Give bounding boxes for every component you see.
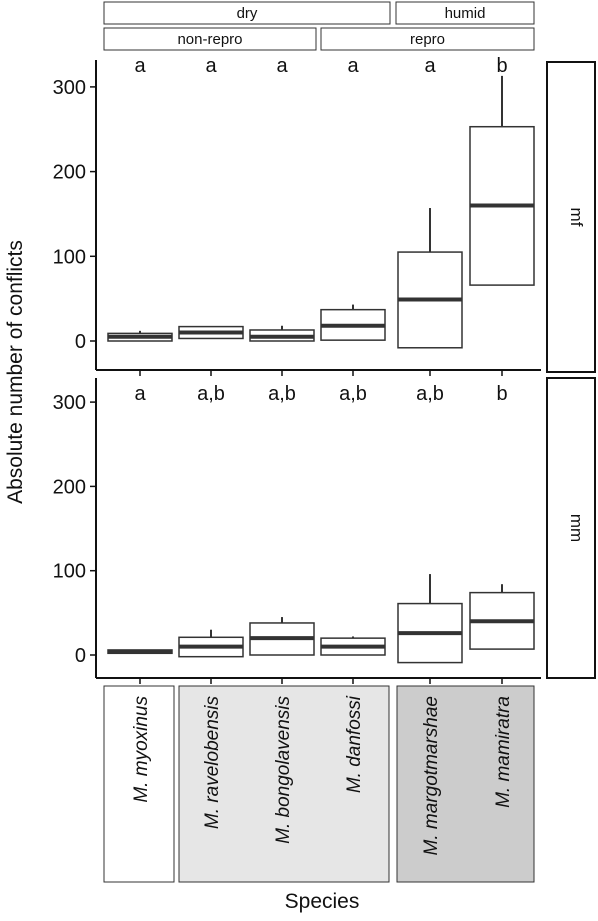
significance-letter: b: [496, 383, 507, 405]
box-m-danfossi: a: [320, 55, 386, 341]
y-tick-label: 300: [53, 392, 86, 414]
significance-letter: b: [496, 55, 507, 77]
panel-mm: 0 100 200 300 a a,b a,b a,b a,b b mm: [53, 377, 596, 684]
species-label: M. margotmarshae: [421, 696, 442, 855]
panel-strip-mm-label: mm: [567, 514, 586, 542]
box-m-myoxinus: a: [107, 383, 173, 655]
species-label: M. ravelobensis: [202, 696, 223, 830]
significance-letter: a,b: [197, 383, 225, 405]
y-axis-title: Absolute number of conflicts: [4, 240, 27, 504]
significance-letter: a: [276, 55, 288, 77]
significance-letter: a,b: [268, 383, 296, 405]
species-label: M. bongolavensis: [273, 696, 294, 844]
y-tick-label: 200: [53, 476, 86, 498]
box-m-mamiratra: b: [469, 55, 535, 286]
habitat-strip-humid-label: humid: [445, 5, 486, 22]
repro-strip-non-repro-label: non-repro: [177, 31, 242, 48]
y-tick-label: 200: [53, 162, 86, 184]
x-axis-title: Species: [285, 890, 360, 913]
significance-letter: a,b: [339, 383, 367, 405]
habitat-strip-humid-box: [395, 1, 535, 25]
y-tick-label: 100: [53, 246, 86, 268]
repro-strip-repro-box: [320, 27, 535, 51]
box-m-bongolavensis: a: [249, 55, 315, 342]
significance-letter: a,b: [416, 383, 444, 405]
habitat-strip-dry-label: dry: [237, 5, 258, 22]
box-m-bongolavensis: a,b: [249, 383, 315, 656]
significance-letter: a: [134, 383, 146, 405]
facet-strips: dry humid non-repro repro: [103, 1, 535, 51]
significance-letter: a: [347, 55, 359, 77]
y-tick-label: 0: [75, 645, 86, 667]
species-group-box: [178, 685, 390, 883]
box-m-mamiratra: b: [469, 383, 535, 650]
y-tick-label: 300: [53, 77, 86, 99]
habitat-strip-dry-box: [103, 1, 391, 25]
box-m-margotmarshae: a: [397, 55, 463, 349]
species-label: M. myoxinus: [131, 696, 152, 803]
significance-letter: a: [134, 55, 146, 77]
species-group-box: [396, 685, 535, 883]
species-label: M. danfossi: [344, 695, 365, 793]
significance-letter: a: [424, 55, 436, 77]
box-m-ravelobensis: a: [178, 55, 244, 340]
panel-strip-mm-box: [546, 377, 596, 679]
repro-strip-repro-label: repro: [410, 31, 445, 48]
species-group-box: [103, 685, 175, 883]
box-m-margotmarshae: a,b: [397, 383, 463, 664]
repro-strip-non-repro-box: [103, 27, 317, 51]
significance-letter: a: [205, 55, 217, 77]
y-tick-label: 100: [53, 561, 86, 583]
species-label-boxes: M. myoxinus M. ravelobensis M. bongolavens…: [103, 685, 535, 883]
panels: 0 100 200 300 a a a a a b mf 0 100 200 300 a a,b a,b a,b a,…: [53, 55, 596, 684]
box-m-ravelobensis: a,b: [178, 383, 244, 658]
panel-strip-mf-box: [546, 61, 596, 373]
panel-strip-mf-label: mf: [567, 208, 586, 227]
panel-mf: 0 100 200 300 a a a a a b mf: [53, 55, 596, 376]
y-tick-label: 0: [75, 331, 86, 353]
box-m-danfossi: a,b: [320, 383, 386, 656]
box-m-myoxinus: a: [107, 55, 173, 342]
species-label: M. mamiratra: [493, 696, 514, 808]
